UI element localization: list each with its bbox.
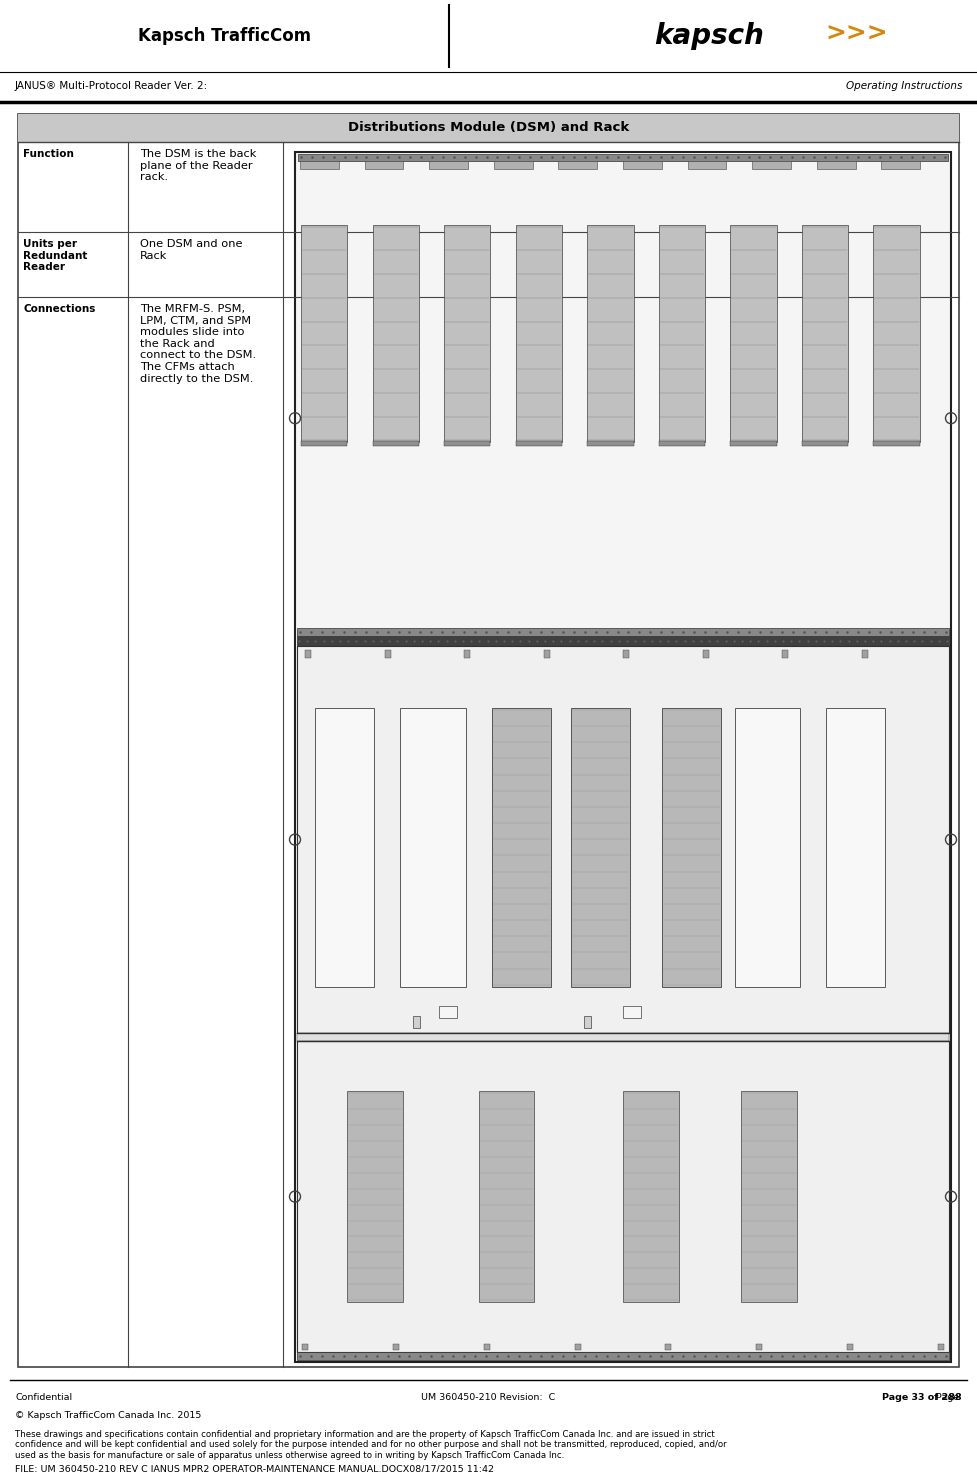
Text: Page: Page <box>936 1394 962 1403</box>
Bar <box>802 225 848 443</box>
Bar <box>658 442 705 446</box>
Bar <box>445 225 490 443</box>
Bar <box>297 1041 949 1351</box>
Bar <box>484 1344 489 1350</box>
Bar <box>702 651 708 658</box>
Text: These drawings and specifications contain confidential and proprietary informati: These drawings and specifications contai… <box>15 1429 727 1460</box>
Bar <box>623 160 661 169</box>
Bar <box>302 1344 308 1350</box>
Bar <box>735 708 800 986</box>
Bar <box>393 1344 399 1350</box>
Bar <box>571 708 629 986</box>
Bar <box>305 651 311 658</box>
Bar <box>623 1091 679 1303</box>
Bar <box>516 225 562 443</box>
Bar <box>782 651 788 658</box>
Text: The MRFM-S. PSM,
LPM, CTM, and SPM
modules slide into
the Rack and
connect to th: The MRFM-S. PSM, LPM, CTM, and SPM modul… <box>140 305 256 361</box>
Bar <box>400 708 466 986</box>
Text: kapsch: kapsch <box>655 22 764 50</box>
Bar <box>297 646 949 1033</box>
Bar <box>583 1016 591 1029</box>
Bar <box>301 225 347 443</box>
Text: FILE: UM 360450-210 REV C JANUS MPR2 OPERATOR-MAINTENANCE MANUAL.DOCX08/17/2015 : FILE: UM 360450-210 REV C JANUS MPR2 OPE… <box>15 1466 494 1472</box>
Bar <box>18 113 959 1367</box>
Bar <box>574 1344 580 1350</box>
Bar <box>658 225 705 443</box>
Bar <box>623 651 629 658</box>
Text: UM 360450-210 Revision:  C: UM 360450-210 Revision: C <box>421 1394 556 1403</box>
Bar <box>315 708 374 986</box>
Bar <box>429 160 468 169</box>
Bar <box>742 1091 797 1303</box>
Bar <box>587 225 633 443</box>
Bar <box>862 651 868 658</box>
Bar <box>479 1091 534 1303</box>
Bar <box>938 1344 944 1350</box>
Text: One DSM and one
Rack: One DSM and one Rack <box>140 238 242 261</box>
Text: Units per
Redundant
Reader: Units per Redundant Reader <box>23 238 87 272</box>
Bar <box>464 651 470 658</box>
Bar <box>802 442 848 446</box>
Text: Connections: Connections <box>23 305 96 314</box>
Bar <box>623 1007 641 1019</box>
Bar <box>385 651 391 658</box>
Bar <box>847 1344 853 1350</box>
Bar <box>364 160 404 169</box>
Bar <box>372 225 419 443</box>
Bar <box>445 442 490 446</box>
Bar <box>827 708 885 986</box>
Text: Operating Instructions: Operating Instructions <box>846 81 962 91</box>
Bar <box>298 155 948 160</box>
Text: >>>: >>> <box>826 22 888 46</box>
Bar <box>297 1033 949 1041</box>
Bar <box>491 708 551 986</box>
Bar <box>372 442 419 446</box>
Bar <box>516 442 562 446</box>
Text: Confidential: Confidential <box>15 1394 72 1403</box>
Bar <box>18 113 959 141</box>
Text: JANUS® Multi-Protocol Reader Ver. 2:: JANUS® Multi-Protocol Reader Ver. 2: <box>15 81 208 91</box>
Bar <box>543 651 549 658</box>
Bar <box>731 442 777 446</box>
Bar <box>873 225 919 443</box>
Bar <box>295 152 951 1362</box>
Bar <box>662 708 721 986</box>
Bar <box>752 160 791 169</box>
Bar <box>731 225 777 443</box>
Bar <box>873 442 919 446</box>
Bar <box>817 160 856 169</box>
Text: Page 33 of 288: Page 33 of 288 <box>882 1394 962 1403</box>
Text: The DSM is the back
plane of the Reader
rack.: The DSM is the back plane of the Reader … <box>140 149 256 183</box>
Bar <box>493 160 532 169</box>
Bar <box>300 160 339 169</box>
Bar <box>297 1351 949 1360</box>
Text: Function: Function <box>23 149 74 159</box>
Bar <box>559 160 597 169</box>
Bar <box>756 1344 762 1350</box>
Text: The CFMs attach
directly to the DSM.: The CFMs attach directly to the DSM. <box>140 362 253 384</box>
Text: Distributions Module (DSM) and Rack: Distributions Module (DSM) and Rack <box>348 122 629 134</box>
Bar <box>297 629 949 636</box>
Bar <box>688 160 726 169</box>
Bar <box>297 636 949 646</box>
Bar <box>587 442 633 446</box>
Bar <box>881 160 920 169</box>
Bar <box>348 1091 404 1303</box>
Bar <box>665 1344 671 1350</box>
Bar <box>440 1007 457 1019</box>
Bar <box>413 1016 420 1029</box>
Bar <box>301 442 347 446</box>
Text: © Kapsch TrafficCom Canada Inc. 2015: © Kapsch TrafficCom Canada Inc. 2015 <box>15 1410 201 1419</box>
Text: Kapsch TrafficCom: Kapsch TrafficCom <box>138 26 312 46</box>
